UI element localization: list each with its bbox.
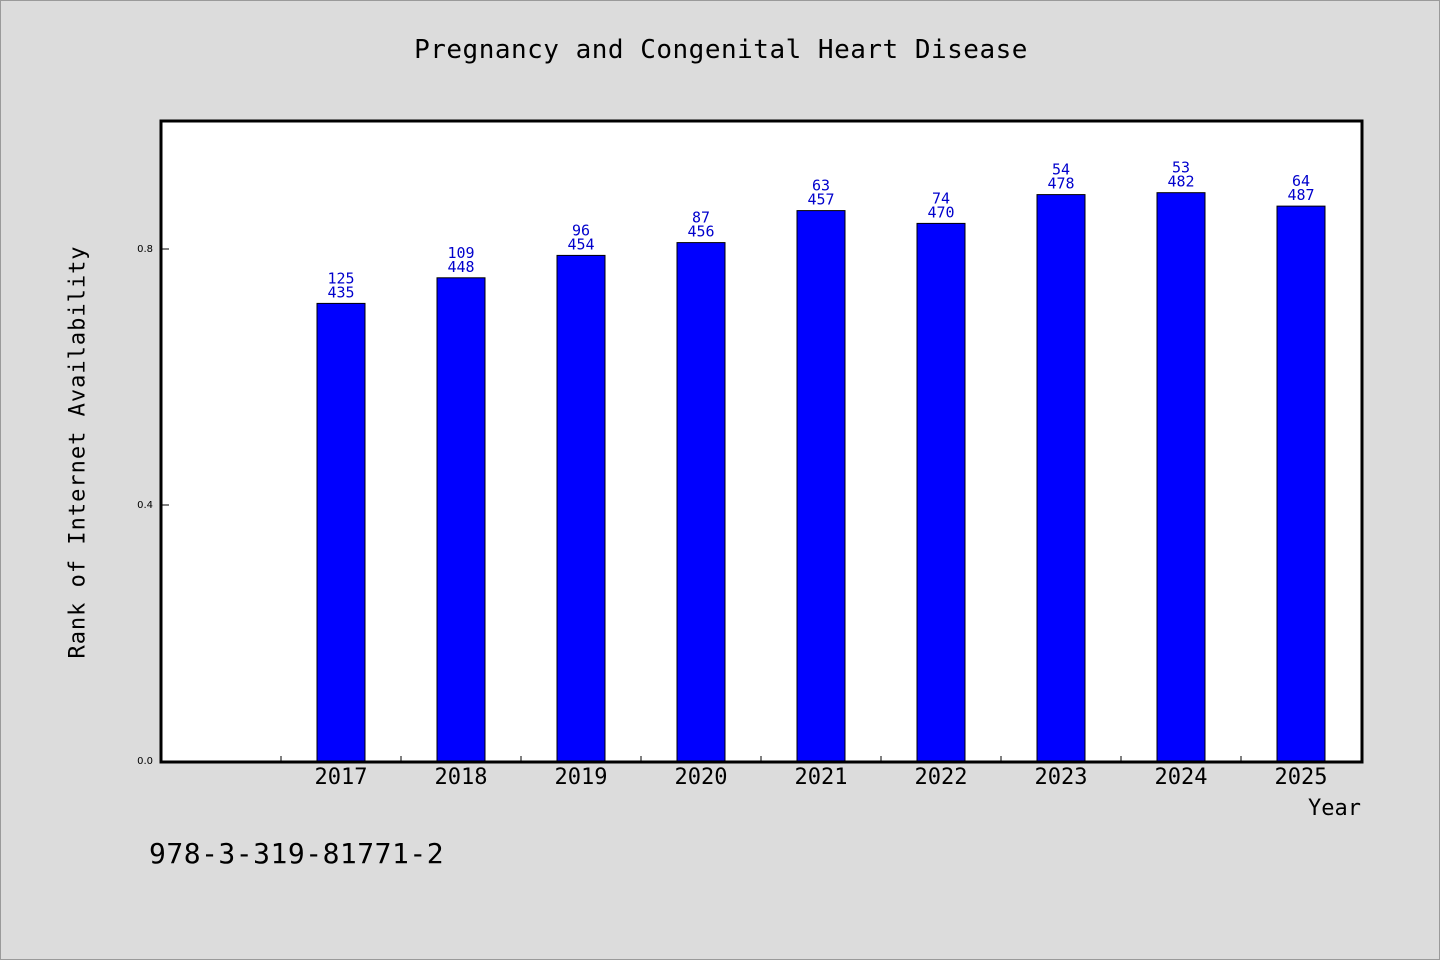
data-label-top: 125: [327, 269, 354, 287]
data-label-top: 63: [812, 177, 830, 195]
data-label-bottom: 478: [1047, 175, 1074, 193]
data-label-bottom: 482: [1167, 173, 1194, 191]
bar: [1036, 194, 1086, 762]
x-tick-label: 2023: [1035, 765, 1088, 790]
bar: [676, 242, 726, 762]
chart-title: Pregnancy and Congenital Heart Disease: [414, 35, 1028, 65]
data-label-top: 64: [1292, 172, 1310, 190]
y-axis: 0.0 0.4 0.8: [137, 244, 169, 767]
data-label-top: 53: [1172, 159, 1190, 177]
isbn-label: 978-3-319-81771-2: [149, 837, 445, 870]
data-label-bottom: 487: [1287, 186, 1314, 204]
x-tick-label: 2020: [675, 765, 728, 790]
data-label-top: 74: [932, 189, 950, 207]
x-tick-label: 2017: [315, 765, 368, 790]
x-tick-label: 2022: [915, 765, 968, 790]
y-tick-label: 0.0: [137, 756, 153, 767]
data-label-top: 109: [447, 244, 474, 262]
data-label-bottom: 435: [327, 283, 354, 301]
data-label-bottom: 470: [927, 203, 954, 221]
bar: [556, 254, 606, 762]
data-label-bottom: 456: [687, 223, 714, 241]
data-label-top: 96: [572, 221, 590, 239]
bar: [1276, 205, 1326, 762]
data-label-bottom: 448: [447, 258, 474, 276]
bar: [316, 302, 366, 762]
data-label-top: 87: [692, 209, 710, 227]
bar: [916, 222, 966, 762]
x-tick-label: 2025: [1275, 765, 1328, 790]
bar: [436, 277, 486, 762]
x-tick-label: 2024: [1155, 765, 1208, 790]
bar: [1156, 192, 1206, 762]
x-axis-label: Year: [1308, 796, 1361, 821]
y-tick-label: 0.4: [137, 500, 153, 511]
bar: [796, 210, 846, 762]
x-tick-label: 2019: [555, 765, 608, 790]
data-label-bottom: 454: [567, 235, 594, 253]
bars: [316, 192, 1326, 762]
data-label-top: 54: [1052, 161, 1070, 179]
y-tick-label: 0.8: [137, 244, 153, 255]
x-tick-label: 2018: [435, 765, 488, 790]
x-axis: 2017 2018 2019 2020 2021 2022 2023 2024 2025: [280, 756, 1362, 790]
data-label-bottom: 457: [807, 191, 834, 209]
x-tick-label: 2021: [795, 765, 848, 790]
